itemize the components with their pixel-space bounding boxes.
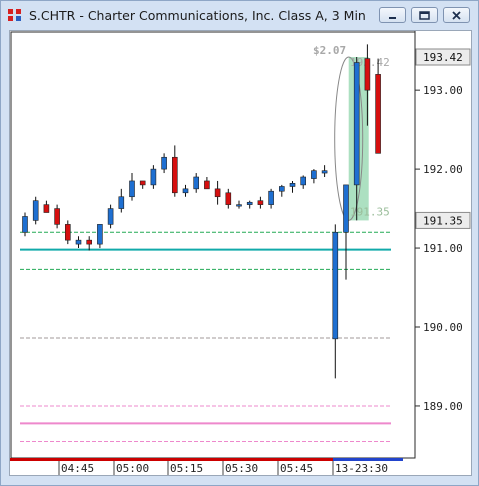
chart-area[interactable]: $2.07 193.42 191.35 193.00 192.00 191.00 190.… bbox=[9, 30, 472, 476]
bottom-bar-red bbox=[10, 458, 333, 461]
candle-body bbox=[311, 170, 317, 179]
minimize-button[interactable] bbox=[379, 7, 406, 23]
candle-body bbox=[193, 176, 199, 190]
x-tick-label: 05:45 bbox=[280, 462, 313, 475]
price-chart[interactable]: $2.07 193.42 191.35 193.00 192.00 191.00 190.… bbox=[10, 31, 471, 475]
candle-body bbox=[353, 62, 360, 186]
candle-body bbox=[86, 239, 92, 245]
candle-body bbox=[32, 200, 39, 221]
price-marker-label: 193.42 bbox=[423, 51, 463, 64]
candle-body bbox=[182, 188, 189, 194]
candle-body bbox=[332, 231, 339, 340]
candle-body bbox=[139, 180, 146, 186]
measurement-low-label: 191.35 bbox=[350, 205, 390, 218]
restore-button[interactable] bbox=[411, 7, 438, 23]
price-marker-box bbox=[415, 48, 471, 66]
title-bar[interactable]: S.CHTR - Charter Communications, Inc. Cl… bbox=[1, 1, 478, 29]
candle-body bbox=[268, 190, 274, 205]
y-axis-background bbox=[415, 31, 471, 458]
x-tick-label: 05:15 bbox=[170, 462, 203, 475]
candle-body bbox=[321, 170, 328, 174]
candle-body bbox=[289, 183, 296, 187]
candle-body bbox=[343, 184, 349, 233]
x-tick-label: 13-23:30 bbox=[335, 462, 388, 475]
window-title: S.CHTR - Charter Communications, Inc. Cl… bbox=[29, 8, 366, 23]
restore-icon bbox=[419, 11, 430, 20]
candle-body bbox=[22, 216, 28, 233]
candle-body bbox=[54, 208, 60, 225]
candle-body bbox=[204, 180, 210, 190]
candle-body bbox=[257, 200, 264, 205]
candle-body bbox=[64, 224, 71, 241]
candle-body bbox=[236, 204, 242, 207]
close-icon bbox=[452, 11, 461, 20]
y-tick-label: 192.00 bbox=[423, 163, 463, 176]
candle-body bbox=[97, 224, 103, 245]
x-tick-label: 05:30 bbox=[225, 462, 258, 475]
candle-body bbox=[246, 201, 253, 205]
candle-body bbox=[161, 156, 167, 170]
candle-body bbox=[172, 156, 178, 194]
y-tick-label: 189.00 bbox=[423, 400, 463, 413]
candle-body bbox=[150, 168, 157, 186]
candle-body bbox=[278, 186, 285, 192]
x-tick-label: 05:00 bbox=[116, 462, 149, 475]
y-tick-label: 193.00 bbox=[423, 84, 463, 97]
app-icon bbox=[8, 9, 21, 21]
bottom-bar-blue bbox=[333, 458, 403, 461]
candle-body bbox=[107, 208, 114, 225]
candle-body bbox=[225, 192, 232, 205]
candle-body bbox=[214, 188, 221, 198]
y-tick-label: 191.00 bbox=[423, 242, 463, 255]
candle-body bbox=[43, 204, 50, 213]
candle-body bbox=[129, 180, 135, 198]
candle-body bbox=[300, 176, 307, 186]
price-marker-box bbox=[415, 211, 471, 229]
candle-body bbox=[364, 58, 371, 91]
measurement-change-label: $2.07 bbox=[313, 44, 346, 57]
price-marker-label: 191.35 bbox=[423, 214, 463, 227]
candle-body bbox=[118, 196, 125, 209]
candle-body bbox=[75, 239, 82, 245]
minimize-icon bbox=[389, 17, 396, 19]
close-button[interactable] bbox=[443, 7, 470, 23]
candle-body bbox=[375, 74, 381, 154]
y-tick-label: 190.00 bbox=[423, 321, 463, 334]
x-tick-label: 04:45 bbox=[61, 462, 94, 475]
